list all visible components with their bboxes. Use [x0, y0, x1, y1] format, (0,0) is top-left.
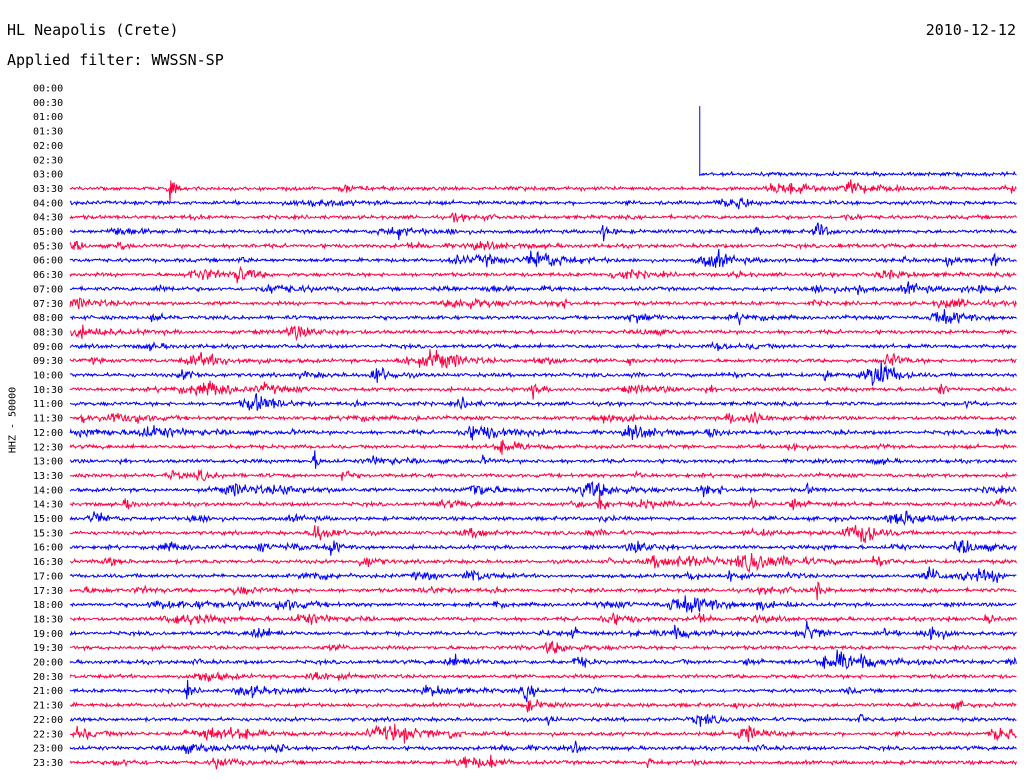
row-tick-label: 05:30 — [33, 241, 63, 252]
row-tick-labels: 00:00 00:30 01:00 01:30 02:00 02:30 03:00 03:30… — [33, 84, 63, 769]
row-tick-label: 17:30 — [33, 586, 63, 597]
row-tick-label: 23:00 — [33, 744, 63, 755]
trace-row-1430 — [69, 492, 1017, 511]
trace-row-0900 — [69, 340, 1017, 352]
row-tick-label: 07:30 — [33, 299, 63, 310]
trace-row-1030 — [69, 380, 1017, 400]
row-tick-label: 12:00 — [33, 428, 63, 439]
row-tick-label: 13:00 — [33, 457, 63, 468]
row-tick-label: 20:00 — [33, 658, 63, 669]
row-tick-label: 06:30 — [33, 270, 63, 281]
trace-row-2130 — [69, 699, 1017, 713]
trace-row-1530 — [69, 524, 1017, 544]
trace-row-1830 — [69, 611, 1017, 626]
trace-row-0500 — [69, 222, 1017, 242]
trace-row-1000 — [69, 361, 1017, 386]
trace-row-2030 — [69, 671, 1017, 682]
row-tick-label: 19:30 — [33, 643, 63, 654]
trace-row-1230 — [69, 439, 1017, 455]
trace-row-1500 — [69, 510, 1017, 526]
trace-row-2230 — [69, 723, 1017, 744]
row-tick-label: 14:00 — [33, 485, 63, 496]
trace-row-1400 — [69, 480, 1017, 499]
trace-row-1700 — [69, 566, 1017, 583]
row-tick-label: 20:30 — [33, 672, 63, 683]
trace-row-2200 — [69, 713, 1017, 727]
row-tick-label: 15:00 — [33, 514, 63, 525]
row-tick-label: 13:30 — [33, 471, 63, 482]
row-tick-label: 09:00 — [33, 342, 63, 353]
trace-row-0800 — [69, 309, 1017, 326]
trace-row-0330 — [69, 179, 1017, 202]
row-tick-label: 10:00 — [33, 371, 63, 382]
trace-row-1900 — [69, 620, 1017, 641]
record-date: 2010-12-12 — [925, 21, 1016, 39]
trace-row-1730 — [69, 581, 1017, 601]
trace-row-1630 — [69, 553, 1017, 574]
trace-row-1300 — [69, 450, 1017, 469]
row-tick-label: 15:30 — [33, 528, 63, 539]
row-tick-label: 22:00 — [33, 715, 63, 726]
row-tick-label: 16:00 — [33, 543, 63, 554]
row-tick-label: 12:30 — [33, 442, 63, 453]
row-tick-label: 00:30 — [33, 98, 63, 109]
row-tick-label: 04:00 — [33, 198, 63, 209]
row-tick-label: 10:30 — [33, 385, 63, 396]
trace-row-0930 — [69, 349, 1017, 369]
row-tick-label: 11:00 — [33, 399, 63, 410]
row-tick-label: 01:00 — [33, 112, 63, 123]
row-tick-label: 02:00 — [33, 141, 63, 152]
row-tick-label: 08:00 — [33, 313, 63, 324]
trace-row-1130 — [69, 411, 1017, 425]
trace-row-1330 — [69, 468, 1017, 482]
row-tick-label: 16:30 — [33, 557, 63, 568]
row-tick-label: 21:30 — [33, 701, 63, 712]
row-tick-label: 01:30 — [33, 127, 63, 138]
row-tick-label: 07:00 — [33, 284, 63, 295]
row-tick-label: 09:30 — [33, 356, 63, 367]
trace-row-0600 — [69, 248, 1017, 268]
trace-row-0700 — [69, 281, 1017, 296]
trace-row-1930 — [69, 640, 1017, 655]
row-tick-label: 21:00 — [33, 686, 63, 697]
row-tick-label: 18:30 — [33, 614, 63, 625]
trace-row-1600 — [69, 540, 1017, 556]
trace-row-1200 — [69, 424, 1017, 441]
trace-row-0730 — [69, 297, 1017, 310]
trace-row-1800 — [69, 595, 1017, 613]
trace-row-0530 — [69, 240, 1017, 251]
trace-row-2100 — [69, 679, 1017, 703]
station-title: HL Neapolis (Crete) — [7, 21, 179, 39]
row-tick-label: 08:30 — [33, 327, 63, 338]
row-tick-label: 06:00 — [33, 256, 63, 267]
trace-row-0300 — [699, 170, 1017, 178]
row-tick-label: 18:00 — [33, 600, 63, 611]
row-tick-label: 11:30 — [33, 414, 63, 425]
applied-filter-label: Applied filter: WWSSN-SP — [7, 51, 224, 69]
row-tick-label: 14:30 — [33, 500, 63, 511]
row-tick-label: 05:00 — [33, 227, 63, 238]
row-tick-label: 03:00 — [33, 170, 63, 181]
trace-row-0830 — [69, 324, 1017, 342]
row-tick-label: 23:30 — [33, 758, 63, 769]
row-tick-label: 02:30 — [33, 155, 63, 166]
row-tick-label: 22:30 — [33, 729, 63, 740]
seismic-traces — [69, 106, 1017, 770]
trace-row-0400 — [69, 197, 1017, 210]
trace-row-0430 — [69, 212, 1017, 224]
trace-row-1100 — [69, 393, 1017, 411]
trace-row-2000 — [69, 649, 1017, 670]
row-tick-label: 04:30 — [33, 213, 63, 224]
trace-row-2330 — [69, 754, 1017, 770]
row-tick-label: 00:00 — [33, 84, 63, 95]
row-tick-label: 03:30 — [33, 184, 63, 195]
row-tick-label: 17:00 — [33, 571, 63, 582]
trace-row-2300 — [69, 740, 1017, 755]
row-tick-label: 19:00 — [33, 629, 63, 640]
trace-row-0630 — [69, 265, 1017, 284]
